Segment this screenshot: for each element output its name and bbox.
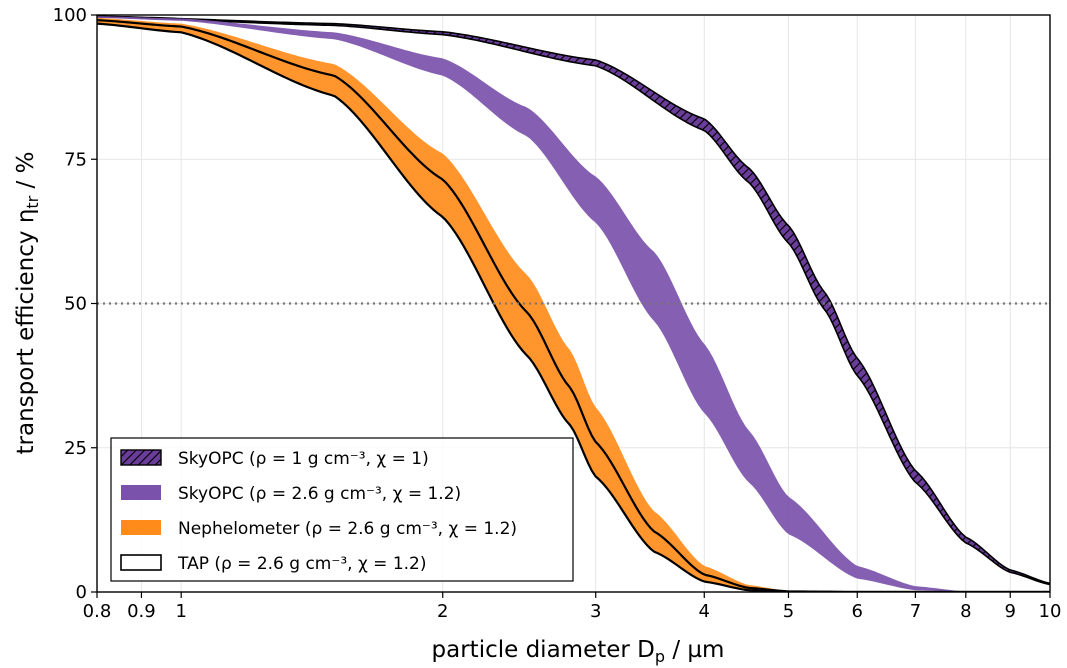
x-tick-label: 7 bbox=[910, 601, 921, 622]
series-line-lower-3 bbox=[97, 22, 1050, 592]
y-tick-label: 100 bbox=[53, 5, 87, 26]
legend: SkyOPC (ρ = 1 g cm⁻³, χ = 1) SkyOPC (ρ = … bbox=[110, 437, 574, 582]
x-tick-label: 0.8 bbox=[83, 601, 112, 622]
legend-label: SkyOPC (ρ = 1 g cm⁻³, χ = 1) bbox=[178, 449, 429, 469]
legend-swatch bbox=[121, 520, 161, 535]
legend-swatch bbox=[120, 554, 162, 571]
y-tick-label: 25 bbox=[64, 438, 87, 459]
x-tick-label: 3 bbox=[590, 601, 601, 622]
y-tick-label: 0 bbox=[76, 582, 87, 603]
y-tick-label: 50 bbox=[64, 294, 87, 315]
legend-swatch bbox=[120, 449, 162, 466]
x-tick-label: 4 bbox=[699, 601, 710, 622]
x-axis-ticks: 0.8 0.9 1 2 3 4 5 6 7 8 9 10 bbox=[83, 592, 1062, 622]
series-line-upper-3 bbox=[97, 19, 1050, 592]
x-axis-label: particle diameter Dp / µm bbox=[432, 637, 725, 666]
legend-label: SkyOPC (ρ = 2.6 g cm⁻³, χ = 1.2) bbox=[178, 484, 461, 504]
series-band-0 bbox=[97, 15, 1050, 586]
x-tick-label: 6 bbox=[852, 601, 863, 622]
x-tick-label: 0.9 bbox=[127, 601, 156, 622]
x-tick-label: 9 bbox=[1005, 601, 1016, 622]
x-tick-label: 5 bbox=[783, 601, 794, 622]
legend-label: TAP (ρ = 2.6 g cm⁻³, χ = 1.2) bbox=[177, 554, 427, 574]
legend-frame bbox=[110, 437, 574, 582]
series-bands bbox=[97, 15, 1050, 592]
x-tick-label: 2 bbox=[437, 601, 448, 622]
x-tick-label: 1 bbox=[175, 601, 186, 622]
x-tick-label: 10 bbox=[1039, 601, 1062, 622]
x-tick-label: 8 bbox=[960, 601, 971, 622]
legend-label: Nephelometer (ρ = 2.6 g cm⁻³, χ = 1.2) bbox=[178, 519, 517, 539]
y-axis-ticks: 0 25 50 75 100 bbox=[53, 5, 97, 603]
y-tick-label: 75 bbox=[64, 149, 87, 170]
legend-swatch bbox=[121, 485, 161, 500]
y-axis-label: transport efficiency ηtr / % bbox=[13, 152, 42, 455]
